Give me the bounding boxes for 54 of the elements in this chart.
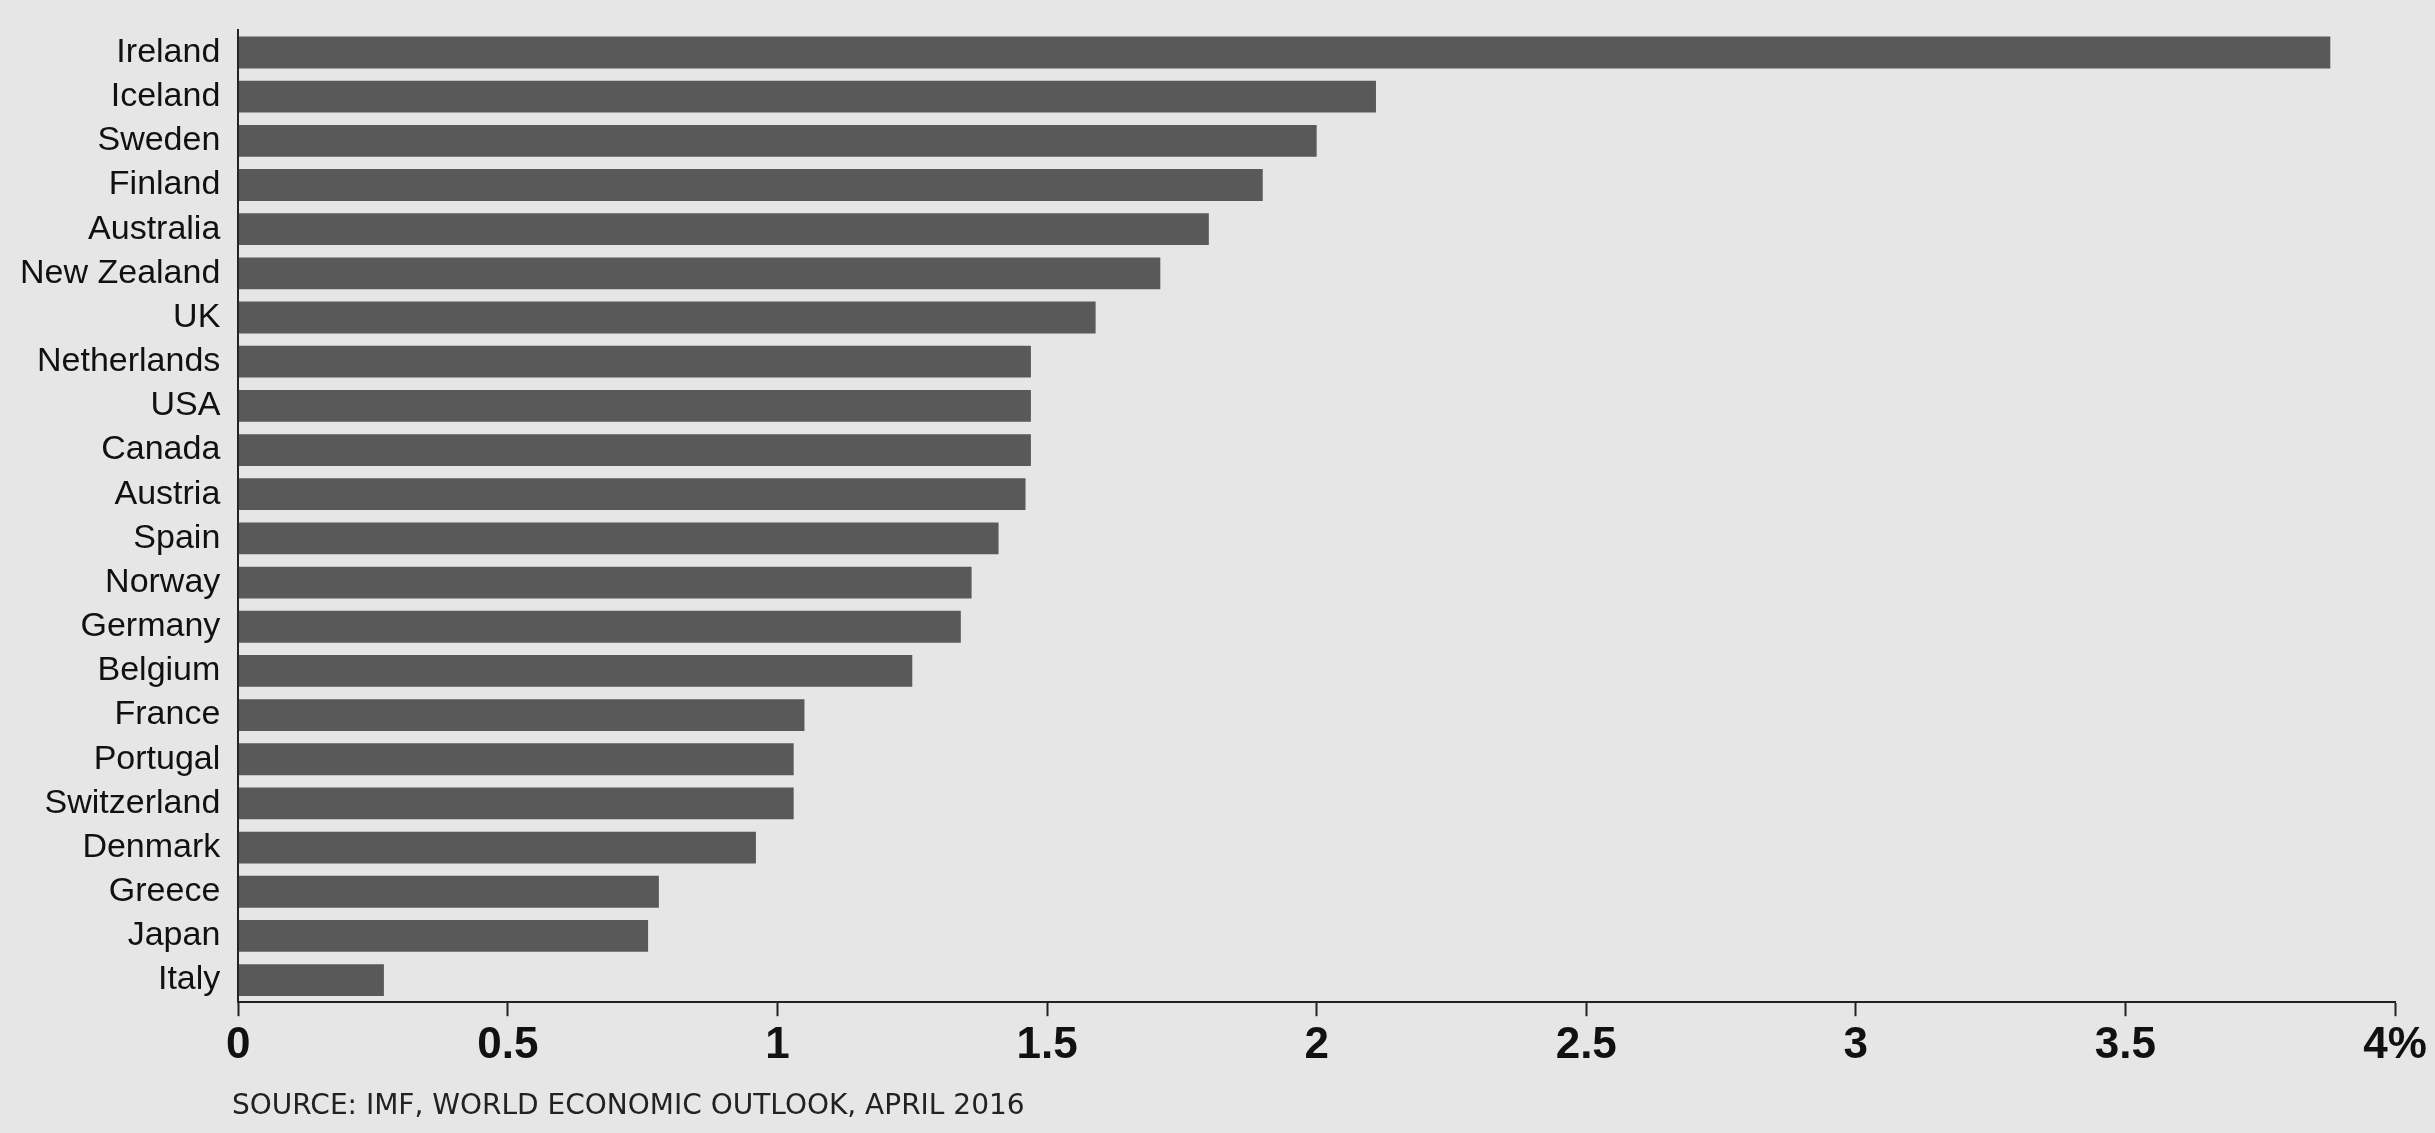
x-tick-label: 1.5 — [1016, 1017, 1078, 1067]
x-tick-label: 4% — [2363, 1017, 2427, 1067]
bar — [238, 831, 756, 864]
y-tick-label: Spain — [133, 516, 221, 555]
y-tick-label: Ireland — [116, 30, 221, 69]
bar — [238, 301, 1096, 334]
y-tick-label: Netherlands — [36, 340, 221, 379]
y-tick-label: Norway — [105, 560, 221, 599]
bar — [238, 522, 999, 555]
bar — [238, 566, 972, 599]
y-tick-label: Austria — [114, 472, 221, 511]
y-tick-label: Canada — [101, 428, 221, 467]
y-tick-label: Iceland — [110, 75, 221, 114]
x-tick-label: 0 — [226, 1017, 251, 1067]
x-tick-label: 3.5 — [2094, 1017, 2156, 1067]
y-tick-label: Belgium — [97, 649, 221, 688]
x-tick-label: 2 — [1304, 1017, 1329, 1067]
y-tick-label: New Zealand — [19, 251, 221, 290]
bar — [238, 257, 1161, 290]
x-tick-label: 1 — [765, 1017, 790, 1067]
source-note: SOURCE: IMF, WORLD ECONOMIC OUTLOOK, APRIL 2016 — [232, 1088, 1025, 1121]
bar — [238, 964, 384, 997]
y-tick-label: France — [114, 693, 221, 732]
y-tick-label: Japan — [127, 914, 221, 953]
bar — [238, 345, 1031, 378]
bar — [238, 124, 1317, 157]
bar — [238, 36, 2331, 69]
bar — [238, 213, 1209, 246]
bar — [238, 169, 1263, 201]
y-tick-label: Italy — [157, 958, 221, 997]
bar — [238, 389, 1031, 422]
bar — [238, 699, 805, 731]
y-tick-label: Finland — [108, 163, 221, 202]
bar — [238, 610, 961, 643]
y-tick-label: Germany — [80, 605, 221, 644]
bar — [238, 478, 1026, 511]
y-tick-label: USA — [150, 384, 221, 423]
bar — [238, 80, 1376, 113]
x-tick-label: 0.5 — [477, 1017, 539, 1067]
bar — [238, 743, 794, 776]
x-tick-label: 3 — [1843, 1017, 1869, 1067]
y-tick-label: Greece — [108, 870, 221, 909]
bar — [238, 434, 1031, 466]
y-tick-label: Australia — [88, 207, 221, 246]
bar — [238, 655, 913, 687]
bar — [238, 787, 794, 820]
bar — [238, 875, 659, 908]
bar — [238, 920, 649, 952]
y-tick-label: Denmark — [82, 825, 222, 864]
x-tick-label: 2.5 — [1555, 1017, 1617, 1067]
y-tick-label: Switzerland — [44, 781, 221, 820]
y-tick-label: Sweden — [97, 119, 221, 158]
y-tick-label: Portugal — [93, 737, 221, 776]
y-tick-label: UK — [173, 295, 221, 334]
